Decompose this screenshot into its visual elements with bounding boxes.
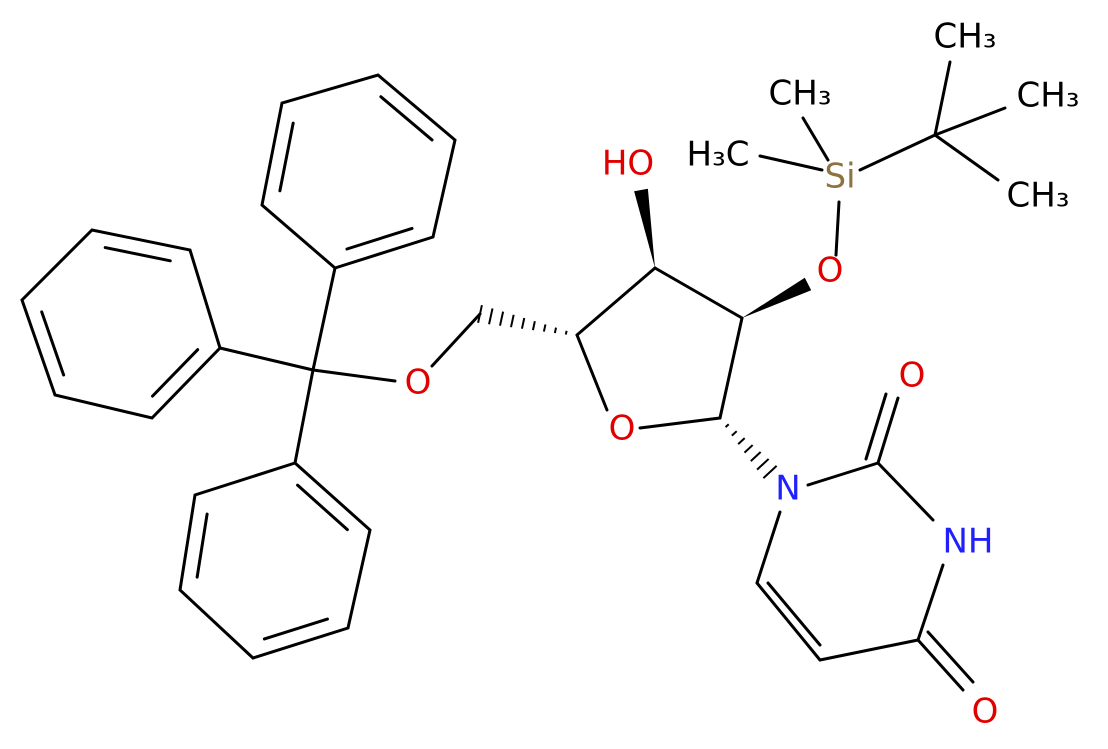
hash-bond [499, 311, 505, 326]
wedge-bond [634, 188, 655, 268]
hash-bond [731, 430, 738, 437]
atom-label: O [972, 692, 999, 732]
hash-bond [510, 314, 515, 328]
hash-bond [553, 327, 558, 334]
atom-label: NH [943, 522, 994, 562]
atom-label: O [899, 356, 926, 396]
hash-bond [718, 416, 722, 420]
double-bond [195, 512, 209, 579]
hash-bond [750, 451, 762, 462]
atom-label: CH₃ [769, 74, 832, 114]
hash-bond [724, 423, 730, 428]
hash-bond [531, 321, 536, 331]
double-bond [379, 95, 434, 142]
hash-bond [488, 308, 494, 325]
wedge-bond [742, 277, 812, 318]
atom-labels: HO H₃C CH₃ Si CH₃ CH₃ CH₃ O O O N O NH O [405, 17, 1080, 732]
double-bond [278, 121, 295, 193]
phenyl-ring [178, 461, 372, 660]
hash-bond [756, 458, 770, 471]
phenyl-ring [260, 73, 457, 270]
atom-label: CH₃ [1017, 76, 1080, 116]
double-bond [345, 226, 414, 251]
atom-label: HO [602, 144, 654, 184]
double-bond [296, 483, 349, 532]
hash-bond [737, 437, 746, 445]
phenyl-ring [20, 228, 222, 420]
atom-label: O [817, 251, 844, 291]
atom-label: O [609, 409, 636, 449]
atom-label: O [405, 363, 432, 403]
hash-bond [542, 324, 547, 332]
atom-label: CH₃ [1007, 176, 1070, 216]
hash-bond [743, 444, 754, 454]
double-bond [103, 246, 172, 263]
hash-bond [762, 465, 778, 479]
atom-label: H₃C [687, 135, 750, 175]
hash-bond [520, 317, 526, 329]
atom-label: N [775, 469, 800, 509]
double-bond [151, 348, 200, 398]
double-bond [40, 310, 66, 377]
atom-label: CH₃ [934, 17, 997, 57]
bonds [20, 60, 1007, 692]
hash-bond [477, 304, 483, 324]
atom-label: Si [824, 157, 855, 197]
double-bond [262, 617, 329, 641]
hash-bond [564, 330, 568, 335]
